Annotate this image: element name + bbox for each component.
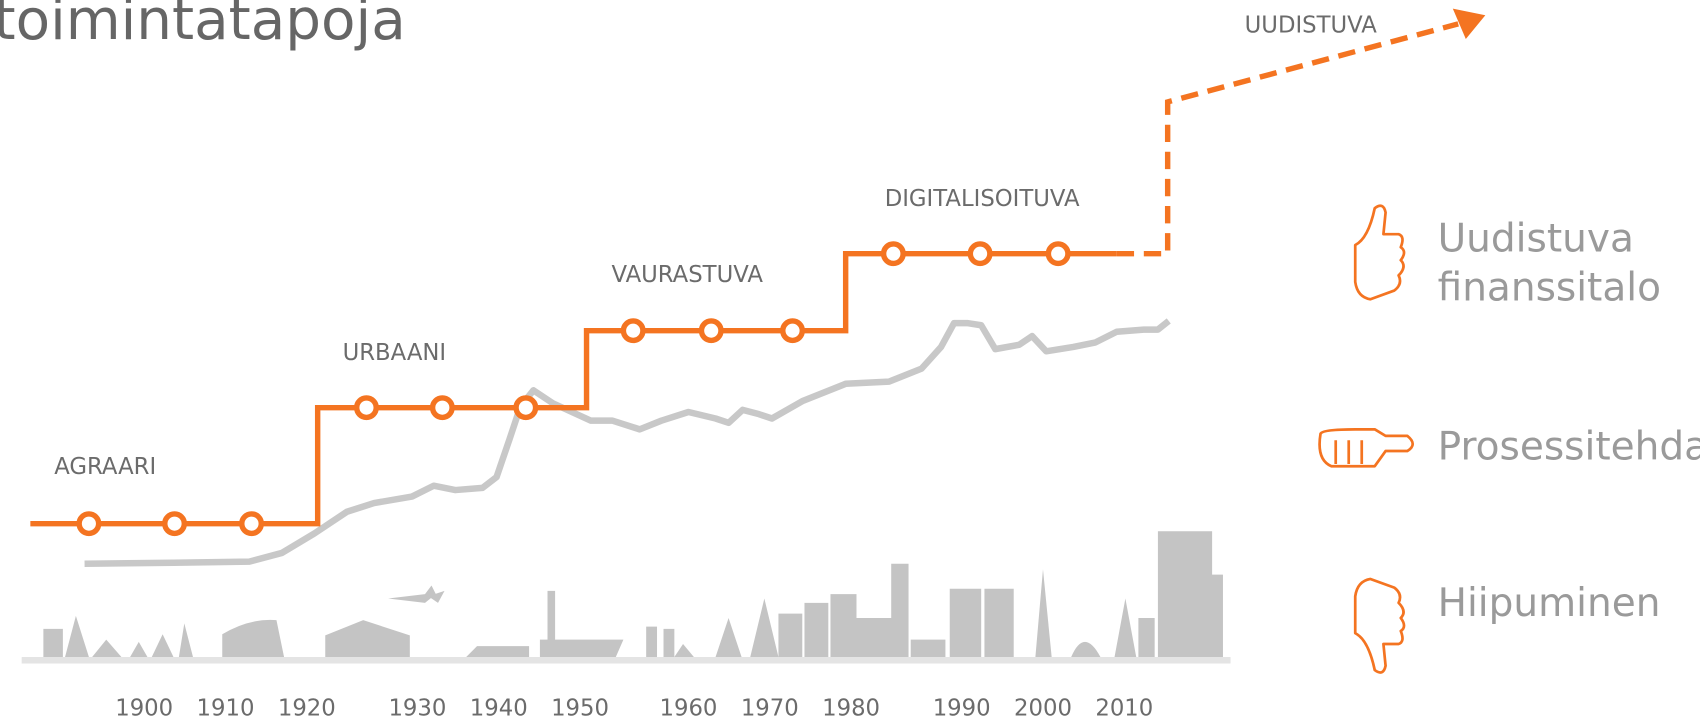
milestone bbox=[701, 321, 721, 341]
milestone bbox=[357, 398, 377, 418]
era-labels: AGRAARI URBAANI VAURASTUVA DIGITALISOITUVA U… bbox=[54, 13, 1377, 480]
year-label: 2010 bbox=[1095, 696, 1153, 721]
legend-label: Uudistuva bbox=[1438, 217, 1634, 262]
milestone bbox=[1048, 244, 1068, 264]
era-label: AGRAARI bbox=[54, 454, 156, 480]
milestone bbox=[165, 514, 185, 534]
legend-label: finanssitalo bbox=[1438, 265, 1661, 310]
year-label: 1960 bbox=[660, 696, 718, 721]
future-line bbox=[1117, 24, 1459, 254]
year-label: 1970 bbox=[741, 696, 799, 721]
milestone bbox=[783, 321, 803, 341]
thumb-side-icon bbox=[1320, 429, 1413, 466]
infographic: toimintatapoja 1900191019201930194019501… bbox=[0, 0, 1700, 721]
year-label: 1940 bbox=[470, 696, 528, 721]
milestone bbox=[884, 244, 904, 264]
milestone bbox=[79, 514, 99, 534]
era-label: UUDISTUVA bbox=[1245, 13, 1378, 39]
legend-label: Hiipuminen bbox=[1438, 581, 1661, 626]
year-label: 1900 bbox=[115, 696, 173, 721]
plane bbox=[388, 585, 444, 602]
ground bbox=[22, 657, 1231, 664]
year-label: 1990 bbox=[933, 696, 991, 721]
legend-label: Prosessitehdas bbox=[1438, 425, 1700, 470]
silhouettes bbox=[22, 531, 1231, 663]
city bbox=[716, 564, 909, 657]
thumb-down-icon bbox=[1355, 579, 1404, 673]
year-label: 1950 bbox=[551, 696, 609, 721]
year-label: 1920 bbox=[278, 696, 336, 721]
page: toimintatapoja 1900191019201930194019501… bbox=[0, 0, 1700, 721]
year-label: 2000 bbox=[1014, 696, 1072, 721]
era-label: VAURASTUVA bbox=[611, 262, 763, 288]
postwar-scene bbox=[466, 591, 623, 657]
modern-city bbox=[911, 531, 1223, 657]
milestones bbox=[79, 244, 1068, 533]
year-axis: 1900 1910 1920 1930 1940 1950 1960 1970 1980 1990… bbox=[115, 696, 1153, 721]
milestone bbox=[242, 514, 262, 534]
step-line bbox=[30, 254, 1116, 524]
year-label: 1980 bbox=[822, 696, 880, 721]
milestone bbox=[516, 398, 536, 418]
title: toimintatapoja bbox=[0, 0, 406, 53]
year-label: 1910 bbox=[197, 696, 255, 721]
family bbox=[646, 627, 694, 657]
era-label: DIGITALISOITUVA bbox=[885, 186, 1080, 212]
milestone bbox=[433, 398, 453, 418]
era-label: URBAANI bbox=[343, 340, 447, 366]
milestone bbox=[623, 321, 643, 341]
milestone bbox=[970, 244, 990, 264]
thumb-up-icon bbox=[1355, 206, 1404, 300]
year-label: 1930 bbox=[388, 696, 446, 721]
agrarian-scene bbox=[43, 616, 409, 657]
